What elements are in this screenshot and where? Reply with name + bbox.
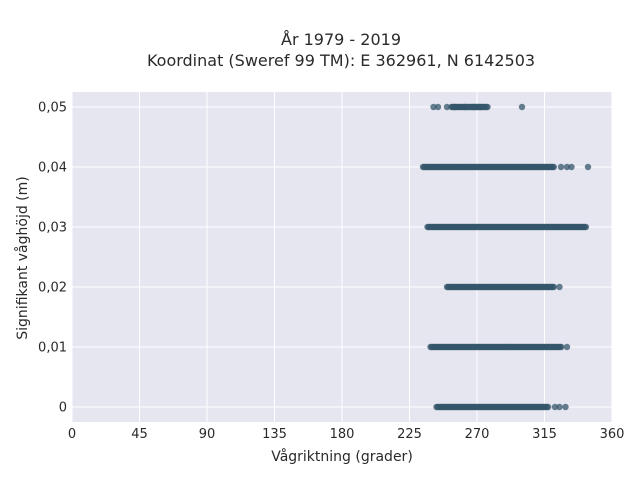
- data-point: [484, 103, 491, 111]
- data-points: [419, 103, 592, 411]
- y-tick-label: 0,02: [38, 281, 67, 296]
- y-tick-label: 0: [59, 401, 67, 416]
- data-point: [476, 103, 484, 111]
- x-tick-label: 270: [465, 427, 490, 442]
- data-point: [461, 103, 469, 111]
- x-axis-label: Vågriktning (grader): [271, 448, 413, 465]
- data-point: [582, 223, 590, 231]
- chart-title: År 1979 - 2019: [281, 30, 401, 49]
- y-axis-label: Signifikant våghöjd (m): [14, 176, 31, 339]
- x-tick-label: 135: [262, 427, 287, 442]
- x-tick-label: 225: [397, 427, 422, 442]
- data-point: [470, 103, 478, 111]
- data-point: [430, 103, 437, 111]
- y-tick-labels: 0 0,01 0,02 0,03 0,04 0,05: [38, 101, 67, 416]
- x-tick-label: 90: [199, 427, 216, 442]
- data-point: [544, 403, 552, 411]
- data-point: [563, 343, 571, 351]
- data-point: [550, 163, 557, 171]
- data-point: [556, 283, 563, 291]
- x-tick-label: 315: [532, 427, 557, 442]
- data-point: [556, 403, 563, 411]
- y-tick-label: 0,03: [38, 221, 67, 236]
- data-point: [557, 163, 565, 171]
- x-tick-label: 45: [131, 427, 148, 442]
- data-point: [550, 283, 557, 291]
- data-point: [451, 103, 458, 111]
- data-point: [551, 403, 559, 411]
- x-tick-labels: 0 45 90 135 180 225 270 315 360: [68, 427, 625, 442]
- data-point: [563, 163, 571, 171]
- x-tick-label: 0: [68, 427, 76, 442]
- x-tick-label: 360: [600, 427, 625, 442]
- x-tick-label: 180: [330, 427, 355, 442]
- data-point: [518, 103, 526, 111]
- data-point: [584, 163, 592, 171]
- y-tick-label: 0,01: [38, 341, 67, 356]
- chart-subtitle: Koordinat (Sweref 99 TM): E 362961, N 61…: [147, 51, 535, 70]
- data-point: [434, 103, 442, 111]
- y-tick-label: 0,04: [38, 161, 67, 176]
- data-point: [558, 343, 565, 351]
- data-point: [562, 403, 569, 411]
- y-tick-label: 0,05: [38, 101, 67, 116]
- data-point: [568, 163, 575, 171]
- data-point: [443, 103, 451, 111]
